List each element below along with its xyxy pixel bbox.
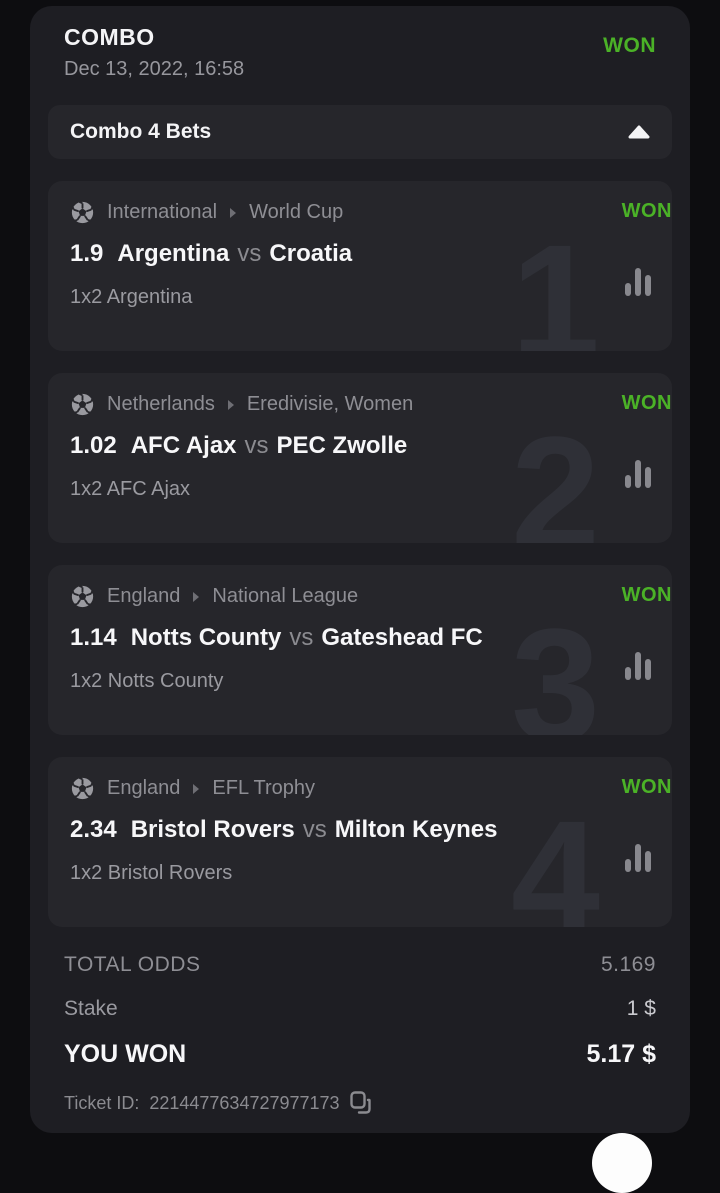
away-team: Gateshead FC — [321, 624, 483, 651]
breadcrumb-chevron-icon — [192, 591, 200, 603]
soccer-ball-icon — [70, 584, 95, 609]
vs-label: vs — [302, 816, 327, 843]
chevron-up-icon[interactable] — [628, 125, 650, 139]
away-team: Milton Keynes — [334, 816, 498, 843]
stake-label: Stake — [64, 997, 118, 1020]
away-team: PEC Zwolle — [276, 432, 408, 459]
bet-list: 1 WON International World Cup — [48, 181, 672, 927]
bet-league-breadcrumb: Netherlands Eredivisie, Women — [70, 392, 650, 417]
bet-card-1[interactable]: 1 WON International World Cup — [48, 181, 672, 351]
home-team: Bristol Rovers — [130, 816, 295, 843]
ticket-status-badge: WON — [603, 34, 656, 57]
match-stats-icon[interactable] — [624, 841, 652, 880]
match-stats-icon[interactable] — [624, 649, 652, 688]
bet-league: EFL Trophy — [212, 777, 316, 799]
bet-odds: 1.02 — [70, 432, 117, 459]
bet-league: World Cup — [249, 201, 344, 223]
bet-country: International — [107, 201, 218, 223]
soccer-ball-icon — [70, 200, 95, 225]
match-stats-icon[interactable] — [624, 457, 652, 496]
ticket-type-label: COMBO — [64, 24, 155, 50]
stake-value: 1 $ — [626, 997, 656, 1020]
bet-number-watermark: 3 — [511, 595, 600, 736]
bet-pick: 1x2 Notts County — [70, 670, 224, 692]
soccer-ball-icon — [70, 776, 95, 801]
bet-card-4[interactable]: 4 WON England EFL Trophy — [48, 757, 672, 927]
bet-status-badge: WON — [621, 200, 672, 222]
bet-status-badge: WON — [621, 584, 672, 606]
breadcrumb-chevron-icon — [192, 783, 200, 795]
bet-odds: 1.14 — [70, 624, 117, 651]
vs-label: vs — [244, 432, 269, 459]
bet-match-title: 1.14 Notts County vs Gateshead FC — [70, 624, 584, 652]
ticket-id-label: Ticket ID: — [64, 1092, 140, 1113]
bet-league: National League — [212, 585, 359, 607]
bet-pick: 1x2 Argentina — [70, 286, 193, 308]
bet-league: Eredivisie, Women — [246, 393, 414, 415]
you-won-label: YOU WON — [64, 1040, 187, 1068]
bet-number-watermark: 4 — [511, 787, 600, 928]
bet-card-3[interactable]: 3 WON England National League — [48, 565, 672, 735]
bet-status-badge: WON — [621, 392, 672, 414]
you-won-value: 5.17 $ — [586, 1040, 656, 1068]
bet-country: Netherlands — [107, 393, 215, 415]
bet-match-title: 2.34 Bristol Rovers vs Milton Keynes — [70, 816, 584, 844]
breadcrumb-chevron-icon — [229, 207, 237, 219]
copy-icon[interactable] — [349, 1091, 371, 1115]
combo-bets-toggle[interactable]: Combo 4 Bets — [48, 105, 672, 159]
bet-ticket-card: COMBO Dec 13, 2022, 16:58 WON Combo 4 Be… — [30, 6, 690, 1133]
soccer-ball-icon — [70, 392, 95, 417]
vs-label: vs — [289, 624, 314, 651]
bet-league-breadcrumb: England National League — [70, 584, 650, 609]
ticket-summary: TOTAL ODDS 5.169 Stake 1 $ YOU WON 5.17 … — [64, 953, 656, 1115]
bet-number-watermark: 2 — [511, 403, 600, 544]
bet-country: England — [107, 777, 181, 799]
bet-match-title: 1.02 AFC Ajax vs PEC Zwolle — [70, 432, 584, 460]
bet-status-badge: WON — [621, 776, 672, 798]
bet-country: England — [107, 585, 181, 607]
total-odds-value: 5.169 — [600, 953, 656, 976]
bet-pick: 1x2 AFC Ajax — [70, 478, 191, 500]
bet-league-breadcrumb: International World Cup — [70, 200, 650, 225]
away-team: Croatia — [269, 240, 353, 267]
bet-card-2[interactable]: 2 WON Netherlands Eredivisie, Women — [48, 373, 672, 543]
bet-odds: 1.9 — [70, 240, 104, 267]
combo-bets-label: Combo 4 Bets — [70, 120, 212, 143]
total-odds-label: TOTAL ODDS — [64, 953, 201, 976]
vs-label: vs — [237, 240, 262, 267]
home-team: Notts County — [130, 624, 282, 651]
ticket-date: Dec 13, 2022, 16:58 — [64, 58, 245, 80]
bet-number-watermark: 1 — [511, 211, 600, 352]
bet-pick: 1x2 Bristol Rovers — [70, 862, 233, 884]
home-team: Argentina — [117, 240, 230, 267]
home-team: AFC Ajax — [130, 432, 237, 459]
bet-match-title: 1.9 Argentina vs Croatia — [70, 240, 584, 268]
match-stats-icon[interactable] — [624, 265, 652, 304]
ticket-header: COMBO Dec 13, 2022, 16:58 WON — [64, 24, 656, 81]
ticket-id-value: 2214477634727977173 — [149, 1092, 340, 1113]
floating-action-button[interactable] — [592, 1133, 652, 1193]
bet-odds: 2.34 — [70, 816, 117, 843]
breadcrumb-chevron-icon — [227, 399, 235, 411]
bet-league-breadcrumb: England EFL Trophy — [70, 776, 650, 801]
